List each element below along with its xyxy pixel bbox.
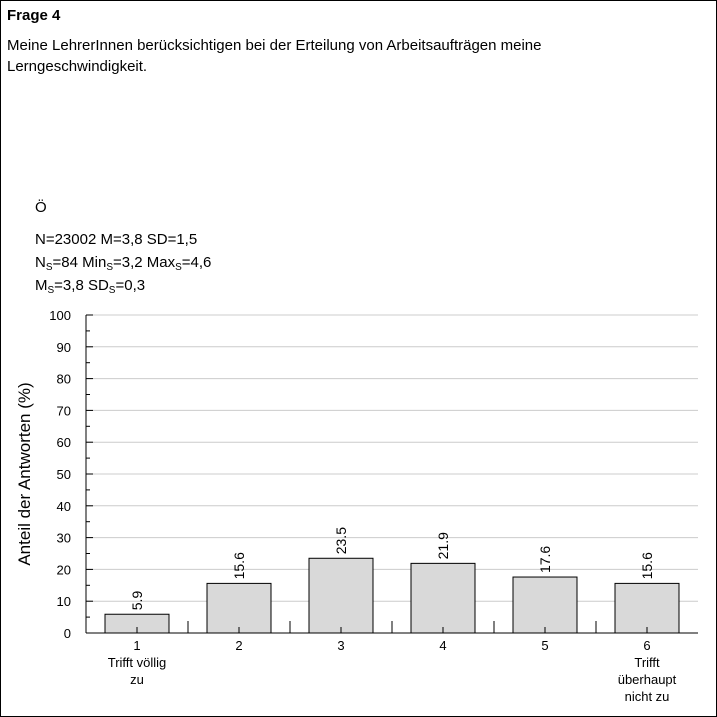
y-tick-label: 90 [57,340,71,355]
stats-value: =3,2 Max [112,254,176,271]
x-tick-sublabel: nicht zu [625,689,670,704]
y-axis-label: Anteil der Antworten (%) [15,382,34,565]
y-tick-label: 80 [57,372,71,387]
question-text-line: Meine LehrerInnen berücksichtigen bei de… [7,37,542,54]
y-tick-label: 30 [57,531,71,546]
bar [614,582,680,634]
x-tick-sublabel: Trifft [634,655,660,670]
y-tick-label: 10 [57,594,71,609]
bar [512,576,578,634]
bar-value-label: 21.9 [435,532,451,559]
y-tick-label: 20 [57,562,71,577]
y-tick-label: 50 [57,467,71,482]
x-tick-sublabel: zu [130,672,144,687]
stats-sub: S [175,262,182,273]
question-title: Frage 4 [7,7,61,24]
bar [206,582,272,634]
bar [308,557,374,634]
x-tick-label: 4 [439,638,446,653]
bar [410,562,476,634]
y-tick-label: 100 [49,308,71,323]
stats-line-2: NS=84 MinS=3,2 MaxS=4,6 [35,254,211,273]
x-tick-label: 6 [643,638,650,653]
stats-ms-label: M [35,277,48,294]
stats-value: =0,3 [115,277,146,294]
stats-sub: S [47,285,55,296]
y-tick-label: 40 [57,499,71,514]
bar-value-label: 15.6 [639,552,655,579]
stats-value: =84 Min [52,254,107,271]
stats-ns-label: N [35,254,46,271]
stats-sub: S [108,285,116,296]
stats-value: =4,6 [181,254,212,271]
question-text: Meine LehrerInnen berücksichtigen bei de… [7,35,697,77]
x-tick-label: 3 [337,638,344,653]
bar-chart: 0 10 20 30 40 50 60 70 80 90 100 Anteil der Antwort… [15,308,698,704]
bar-value-label: 15.6 [231,552,247,579]
x-tick-label: 1 [133,638,140,653]
y-tick-label: 60 [57,435,71,450]
y-tick-label: 70 [57,403,71,418]
bar-value-label: 17.6 [537,546,553,573]
x-tick-label: 2 [235,638,242,653]
stats-group: Ö [35,199,47,216]
stats-sub: S [45,262,53,273]
stats-value: =3,8 SD [54,277,109,294]
stats-sub: S [106,262,113,273]
stats-line-1: N=23002 M=3,8 SD=1,5 [35,231,198,248]
question-text-line: Lerngeschwindigkeit. [7,58,148,75]
stats-line-3: MS=3,8 SDS=0,3 [35,277,145,296]
bar-value-label: 23.5 [333,527,349,554]
y-tick-label: 0 [64,626,71,641]
x-tick-sublabel: Trifft völlig [108,655,167,670]
x-tick-label: 5 [541,638,548,653]
x-tick-sublabel: überhaupt [618,672,677,687]
bar-value-label: 5.9 [129,591,145,611]
